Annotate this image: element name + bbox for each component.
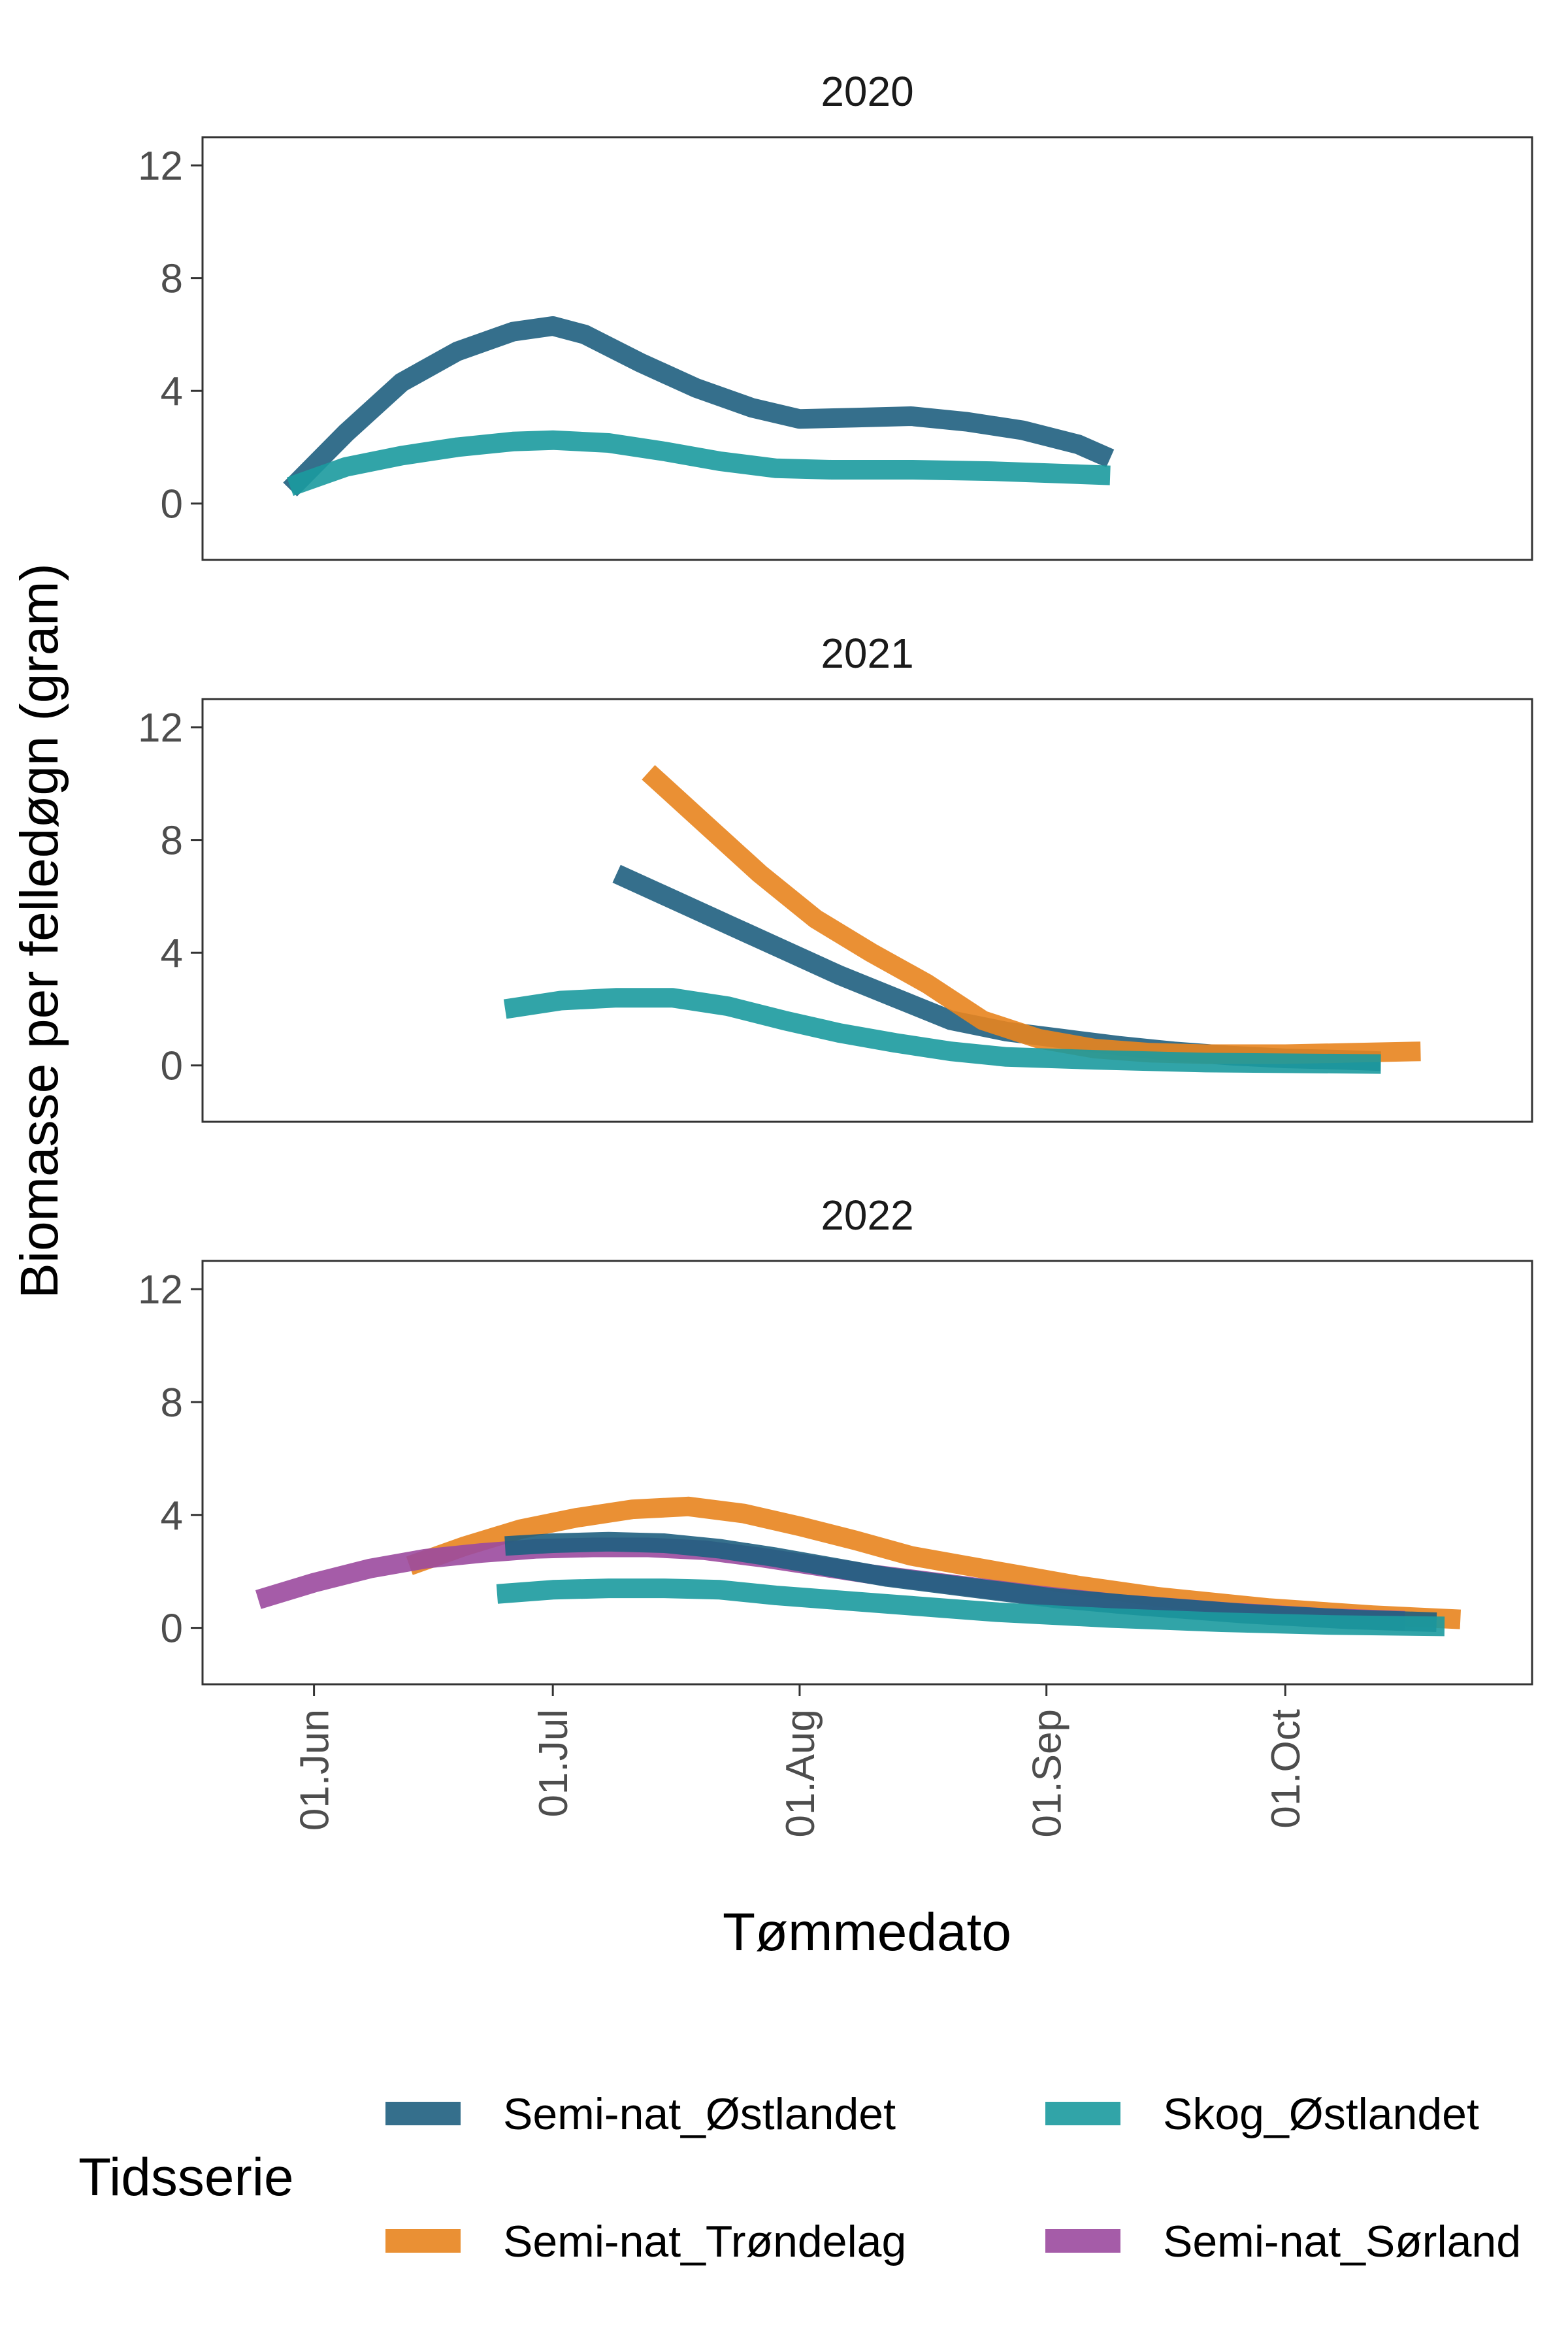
legend-swatch [385, 2229, 461, 2253]
panel-border [201, 1260, 1533, 1686]
legend-swatch [1045, 2229, 1120, 2253]
x-tick-label: 01.Sep [1025, 1709, 1070, 1838]
x-tick-label: 01.Aug [778, 1709, 823, 1838]
y-tick-label: 8 [161, 257, 183, 302]
panel-border [201, 136, 1533, 561]
series-line-skog-ostlandet-2021 [503, 988, 1381, 1074]
y-tick-label: 4 [161, 931, 183, 976]
panel-2020: 2020 0 4 8 12 [138, 68, 1533, 561]
y-tick-label: 4 [161, 1494, 183, 1539]
x-tick-label: 01.Jul [531, 1709, 576, 1817]
panel-2022: 2022 0 4 8 12 [138, 1192, 1533, 1686]
series-line-skog-ostlandet-2020 [286, 430, 1111, 497]
y-tick-label: 0 [161, 482, 183, 527]
panel-title-2022: 2022 [821, 1192, 913, 1239]
legend-item-semi-nat-trondelag: Semi-nat_Trøndelag [385, 2217, 906, 2266]
panel-title-2020: 2020 [821, 68, 913, 115]
legend-item-skog-ostlandet: Skog_Østlandet [1045, 2089, 1479, 2139]
y-tick-label: 12 [138, 706, 183, 751]
legend-swatch [1045, 2102, 1120, 2125]
panel-2021: 2021 0 4 8 12 [138, 630, 1533, 1123]
y-tick-label: 8 [161, 819, 183, 864]
x-tick-label: 01.Oct [1264, 1709, 1309, 1829]
series-line-skog-ostlandet-2022 [496, 1578, 1445, 1637]
legend-swatch [385, 2102, 461, 2125]
facet-panels: 2020 0 4 8 12 2021 0 4 8 12 2022 0 4 8 12 [138, 68, 1533, 1686]
legend-label: Semi-nat_Sørland [1163, 2217, 1521, 2266]
panel-title-2021: 2021 [821, 630, 913, 677]
legend-title: Tidsserie [78, 2148, 294, 2207]
series-line-semi-nat-ostlandet-2022 [504, 1531, 1437, 1632]
x-axis: 01.Jun 01.Jul 01.Aug 01.Sep 01.Oct [293, 1684, 1309, 1838]
legend-label: Semi-nat_Trøndelag [503, 2217, 906, 2266]
panel-border [201, 698, 1533, 1123]
y-tick-label: 4 [161, 369, 183, 414]
legend-label: Skog_Østlandet [1163, 2089, 1479, 2139]
y-tick-label: 0 [161, 1607, 183, 1652]
x-axis-title: Tømmedato [723, 1903, 1011, 1962]
x-tick-label: 01.Jun [293, 1709, 338, 1831]
series-line-semi-nat-ostlandet-2020 [283, 316, 1115, 497]
legend: Tidsserie Semi-nat_Østlandet Skog_Østland… [78, 2089, 1521, 2266]
y-axis-title: Biomasse per felledøgn (gram) [10, 563, 69, 1299]
y-tick-label: 12 [138, 1267, 183, 1313]
y-tick-label: 0 [161, 1044, 183, 1089]
legend-item-semi-nat-ostlandet: Semi-nat_Østlandet [385, 2089, 896, 2139]
legend-label: Semi-nat_Østlandet [503, 2089, 896, 2139]
legend-item-semi-nat-sorland: Semi-nat_Sørland [1045, 2217, 1521, 2266]
y-tick-label: 8 [161, 1380, 183, 1426]
y-tick-label: 12 [138, 144, 183, 189]
